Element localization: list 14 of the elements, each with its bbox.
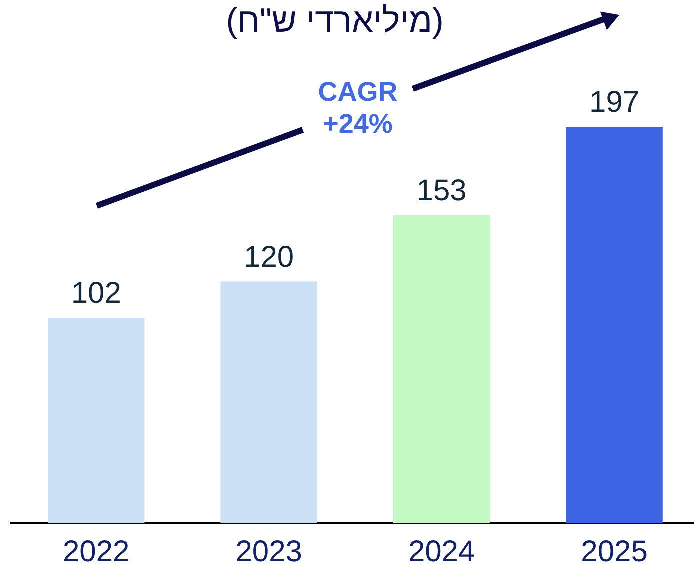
- bar: [220, 282, 318, 523]
- x-tick-label: 2024: [408, 536, 476, 566]
- x-tick-label: 2025: [581, 536, 648, 566]
- data-label: 197: [590, 86, 640, 120]
- data-label: 120: [244, 240, 294, 274]
- bar: [48, 318, 145, 523]
- x-tick-label: 2022: [62, 536, 130, 566]
- data-label: 153: [416, 174, 467, 208]
- x-tick-label: 2023: [236, 536, 302, 566]
- data-label: 102: [71, 276, 122, 310]
- bar: [393, 215, 490, 523]
- chart-title: (מיליארדי ש"ח): [226, 2, 444, 40]
- bar: [566, 127, 663, 523]
- annotation: CAGR +24%: [318, 77, 398, 139]
